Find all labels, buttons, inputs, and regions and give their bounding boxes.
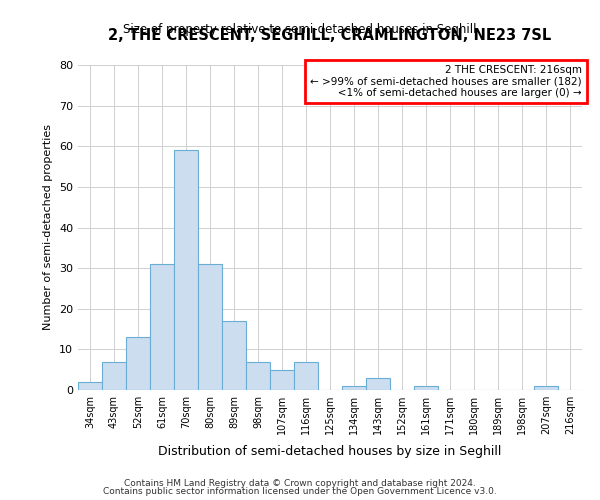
Text: Contains public sector information licensed under the Open Government Licence v3: Contains public sector information licen… [103,487,497,496]
Text: Size of property relative to semi-detached houses in Seghill: Size of property relative to semi-detach… [123,22,477,36]
Text: 2 THE CRESCENT: 216sqm
← >99% of semi-detached houses are smaller (182)
   <1% o: 2 THE CRESCENT: 216sqm ← >99% of semi-de… [310,65,582,98]
Bar [294,362,318,390]
X-axis label: Distribution of semi-detached houses by size in Seghill: Distribution of semi-detached houses by … [158,446,502,458]
Text: Contains HM Land Registry data © Crown copyright and database right 2024.: Contains HM Land Registry data © Crown c… [124,478,476,488]
Bar [342,386,366,390]
Bar [270,370,294,390]
Bar [150,264,174,390]
Bar [366,378,390,390]
Y-axis label: Number of semi-detached properties: Number of semi-detached properties [43,124,53,330]
Bar [174,150,198,390]
Bar [222,321,246,390]
Bar [102,362,126,390]
Bar [126,337,150,390]
Bar [78,382,102,390]
Bar [198,264,222,390]
Title: 2, THE CRESCENT, SEGHILL, CRAMLINGTON, NE23 7SL: 2, THE CRESCENT, SEGHILL, CRAMLINGTON, N… [109,28,551,43]
Bar [246,362,270,390]
Bar [414,386,438,390]
Bar [534,386,558,390]
